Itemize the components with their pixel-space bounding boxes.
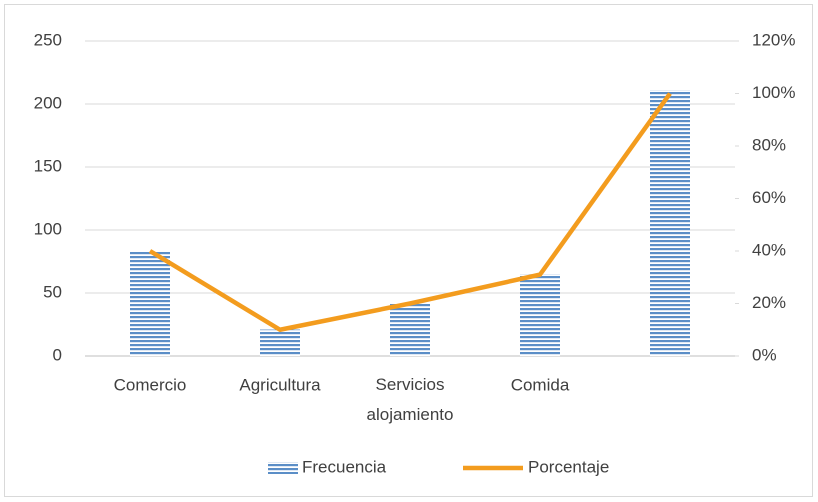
- legend-label: Porcentaje: [528, 457, 609, 476]
- y2-tick-label: 0%: [752, 345, 777, 364]
- bar: [130, 251, 170, 356]
- x-tick-label: Servicios alojamiento: [367, 375, 454, 424]
- y-tick-label: 250: [34, 30, 62, 49]
- bar: [520, 274, 560, 356]
- y-tick-label: 150: [34, 156, 62, 175]
- y2-tick-label: 80%: [752, 135, 786, 154]
- y2-tick-label: 20%: [752, 293, 786, 312]
- x-tick-label: Agricultura: [239, 375, 321, 394]
- y2-tick-label: 100%: [752, 83, 795, 102]
- y-tick-label: 200: [34, 93, 62, 112]
- y2-tick-label: 120%: [752, 30, 795, 49]
- y-tick-label: 0: [53, 345, 62, 364]
- x-tick-label: Comida: [511, 375, 570, 394]
- line: [148, 92, 672, 332]
- bar: [390, 303, 430, 356]
- y-tick-label: 50: [43, 282, 62, 301]
- bar: [260, 329, 300, 356]
- legend-label: Frecuencia: [302, 457, 387, 476]
- y2-tick-label: 40%: [752, 240, 786, 259]
- x-tick-label: Comercio: [114, 375, 187, 394]
- y-tick-label: 100: [34, 219, 62, 238]
- y2-tick-label: 60%: [752, 188, 786, 207]
- bar: [650, 90, 690, 356]
- legend-swatch: [268, 462, 298, 474]
